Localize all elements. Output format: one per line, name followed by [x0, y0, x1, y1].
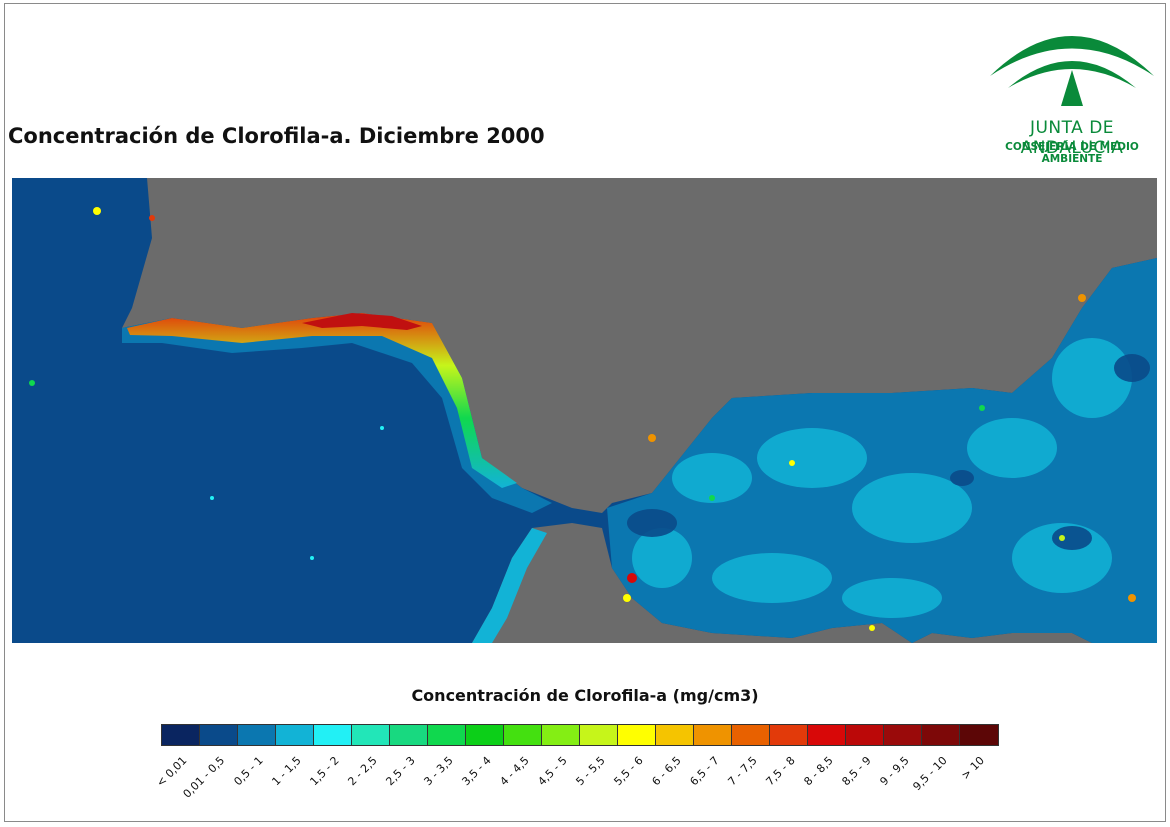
legend-label: 1,5 - 2: [307, 754, 342, 789]
legend-label: 8,5 - 9: [839, 754, 874, 789]
legend-label: 8 - 8,5: [801, 754, 836, 789]
legend-label: 1 - 1,5: [269, 754, 304, 789]
legend-swatch: [694, 725, 732, 745]
legend-label: 9 - 9,5: [877, 754, 912, 789]
legend-label: 6,5 - 7: [687, 754, 722, 789]
legend-label: 4,5 - 5: [535, 754, 570, 789]
legend-swatch: [884, 725, 922, 745]
legend-swatch: [200, 725, 238, 745]
legend-label: 3 - 3,5: [421, 754, 456, 789]
legend-swatch: [390, 725, 428, 745]
mediterranean-patches: [632, 338, 1132, 618]
legend-label: 5 - 5,5: [573, 754, 608, 789]
legend-swatch: [466, 725, 504, 745]
legend-label: 6 - 6,5: [649, 754, 684, 789]
legend-swatch: [808, 725, 846, 745]
legend-color-bar: [161, 724, 999, 746]
legend-label: 7,5 - 8: [763, 754, 798, 789]
legend-swatch: [770, 725, 808, 745]
legend-swatch: [504, 725, 542, 745]
legend-label: 5,5 - 6: [611, 754, 646, 789]
legend-label: 3,5 - 4: [459, 754, 494, 789]
legend-swatch: [580, 725, 618, 745]
legend-swatch: [656, 725, 694, 745]
legend-swatch: [960, 725, 998, 745]
page-title: Concentración de Clorofila-a. Diciembre …: [8, 124, 545, 148]
atlantic-coastal-bloom: [127, 313, 517, 488]
legend-swatch: [352, 725, 390, 745]
legend-swatch: [542, 725, 580, 745]
chlorophyll-hotspots: [29, 207, 1136, 631]
legend-swatch: [162, 725, 200, 745]
legend-label: 9,5 - 10: [910, 754, 950, 794]
legend-swatch: [428, 725, 466, 745]
legend-label: 2,5 - 3: [383, 754, 418, 789]
south-atlantic-band: [472, 528, 547, 643]
legend-swatch: [732, 725, 770, 745]
logo-emblem-icon: [990, 36, 1154, 106]
legend-label: 7 - 7,5: [725, 754, 760, 789]
legend-swatch: [618, 725, 656, 745]
junta-andalucia-logo: JUNTA DE ANDALUCIA CONSEJERÍA DE MEDIO A…: [982, 16, 1162, 165]
legend-label: 4 - 4,5: [497, 754, 532, 789]
logo-subtitle: CONSEJERÍA DE MEDIO AMBIENTE: [1005, 141, 1139, 165]
legend-title: Concentración de Clorofila-a (mg/cm3): [411, 686, 759, 705]
legend-label: 2 - 2,5: [345, 754, 380, 789]
atlantic-coastal-red: [302, 313, 422, 330]
legend-swatch: [238, 725, 276, 745]
legend-swatch: [846, 725, 884, 745]
legend-label: > 10: [958, 754, 987, 783]
legend-swatch: [922, 725, 960, 745]
legend-label: 0,5 - 1: [231, 754, 266, 789]
logo-name: JUNTA DE ANDALUCIA: [1020, 118, 1124, 158]
legend-swatch: [276, 725, 314, 745]
mediterranean-dark-patches: [627, 354, 1150, 550]
chlorophyll-map: [12, 178, 1157, 643]
legend-swatch: [314, 725, 352, 745]
